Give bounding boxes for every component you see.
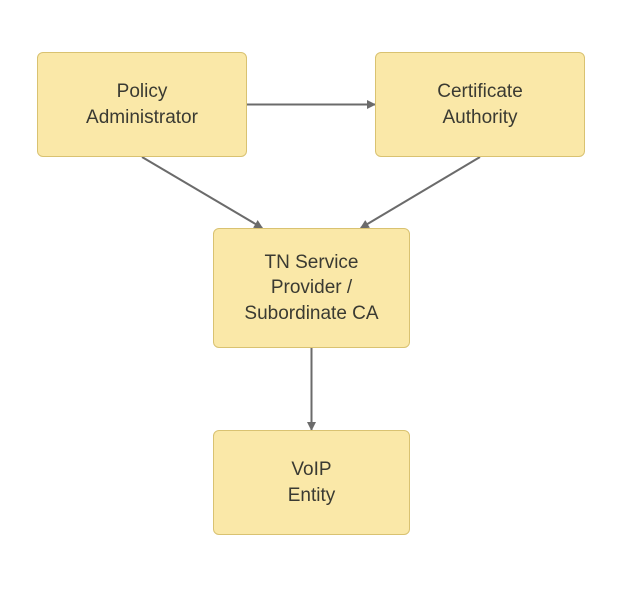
node-label: Certificate Authority — [437, 79, 523, 130]
edge-policy_admin-to-tn_provider — [142, 157, 262, 228]
node-label: VoIP Entity — [288, 457, 336, 508]
node-policy-administrator: Policy Administrator — [37, 52, 247, 157]
edge-cert_authority-to-tn_provider — [361, 157, 480, 228]
diagram-stage: Policy Administrator Certificate Authori… — [0, 0, 640, 600]
node-label: TN Service Provider / Subordinate CA — [244, 250, 378, 327]
node-tn-service-provider: TN Service Provider / Subordinate CA — [213, 228, 410, 348]
node-certificate-authority: Certificate Authority — [375, 52, 585, 157]
node-label: Policy Administrator — [86, 79, 198, 130]
node-voip-entity: VoIP Entity — [213, 430, 410, 535]
